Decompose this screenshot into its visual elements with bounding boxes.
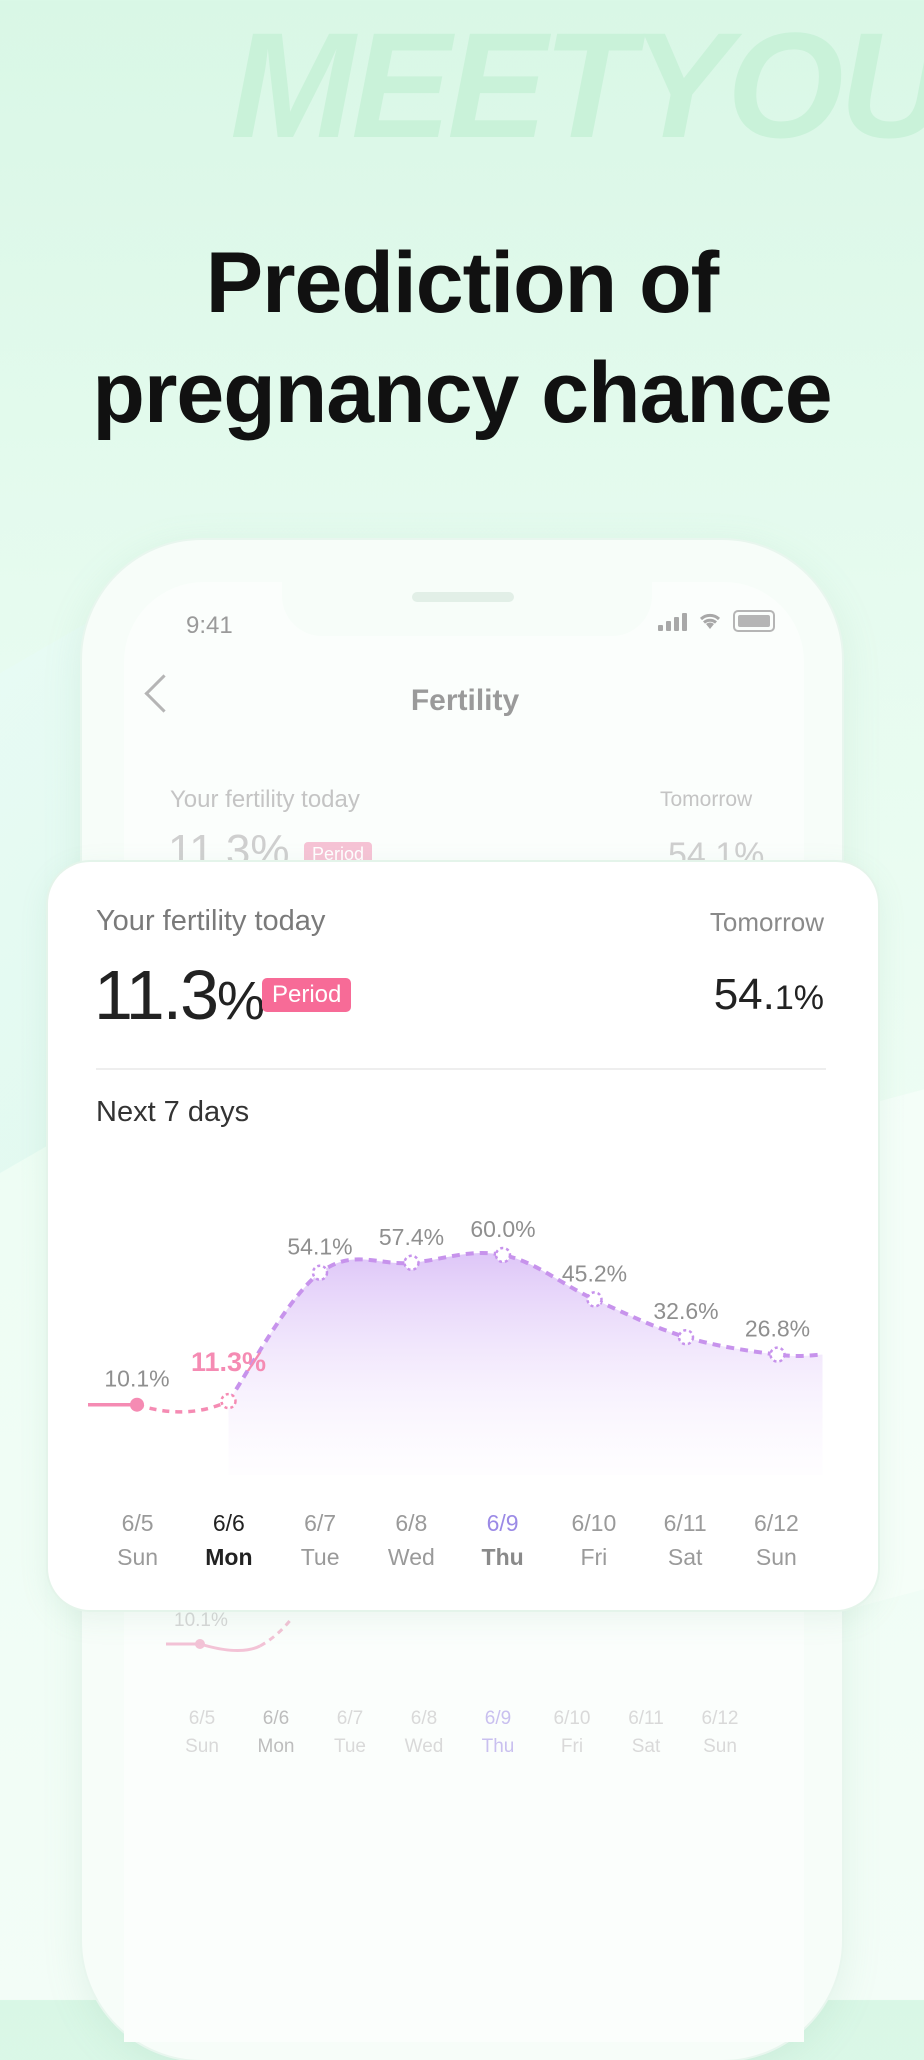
headline: Prediction of pregnancy chance [0,228,924,448]
chart-day-weekday: Tue [300,1544,340,1570]
chart-point [494,1246,512,1264]
chart-value-label: 57.4% [379,1224,444,1250]
ghost-day-label: 6/5 Sun [185,1708,219,1757]
chart-day-label: 6/10 Fri [548,1506,639,1574]
bg-tomorrow-label: Tomorrow [660,788,753,811]
chart-day-date: 6/11 [663,1510,707,1536]
chart-day-date: 6/12 [753,1510,799,1536]
day-axis: 6/5 Sun 6/6 Mon 6/7 Tue 6/8 Wed 6/9 Thu 6/10 Fri 6/1… [92,1506,822,1574]
chart-day-weekday: Sun [755,1544,797,1570]
status-icons [658,610,775,632]
chart-value-label: 32.6% [653,1298,718,1324]
tomorrow-label: Tomorrow [709,907,824,937]
tomorrow-value-unit: 1% [774,979,824,1017]
chart-point [220,1392,237,1410]
ghost-day-axis: 6/5 Sun 6/6 Mon 6/7 Tue 6/8 Wed 6/9 Thu 6/10 Fri 6/1… [165,1705,785,1761]
ghost-day-label: 6/11 Sat [628,1708,664,1757]
ghost-day-label: 6/7 Tue [333,1708,367,1757]
today-value-unit: % [217,971,265,1031]
chart-value-label: 26.8% [745,1316,810,1342]
period-badge: Period [262,978,352,1012]
chart-day-label: 6/7 Tue [275,1506,366,1574]
chart-day-weekday: Fri [580,1544,608,1570]
ghost-day-label: 6/6 Mon [257,1708,295,1757]
phone-notch [282,582,652,636]
chart-day-date: 6/10 [571,1510,617,1536]
wifi-icon [699,613,721,629]
today-label: Your fertility today [96,905,326,937]
chart-day-weekday: Sun [117,1544,159,1570]
card-divider [96,1068,826,1070]
tomorrow-value-main: 54. [713,970,775,1019]
bg-today-label: Your fertility today [170,786,360,813]
headline-line-1: Prediction of [205,235,720,331]
status-time: 9:41 [186,612,233,639]
chart-day-label: 6/9 Thu [457,1506,548,1574]
chart-day-label: 6/8 Wed [366,1506,457,1574]
fertility-chart: 10.1% 11.3% 54.1% 57.4% 60.0% 45.2% 32.6% 26.8% [88,1216,823,1475]
signal-icon [658,611,687,631]
battery-icon [733,610,775,632]
ghost-chart [166,1617,294,1652]
chart-day-date: 6/6 [212,1510,245,1536]
chart-day-weekday: Sat [667,1544,703,1570]
today-value: 11.3% [94,955,265,1035]
ghost-day-label: 6/12 Sun [701,1708,739,1757]
bg-tomorrow-value: 54.1% [668,836,765,860]
ghost-day-label: 6/9 Thu [481,1708,515,1757]
ghost-day-label: 6/10 Fri [553,1708,591,1757]
chart-day-label: 6/11 Sat [640,1506,731,1574]
bg-today-value: 11.3% [168,826,290,860]
chart-value-label: 45.2% [562,1260,627,1286]
bg-period-badge: Period [304,842,373,864]
ghost-day-label: 6/8 Wed [404,1708,444,1757]
section-title: Next 7 days [96,1096,250,1128]
chart-value-label: 54.1% [287,1234,352,1260]
chart-point [769,1346,786,1363]
chart-value-label: 11.3% [191,1347,266,1377]
ghost-first-value: 10.1% [174,1610,228,1631]
chart-day-label: 6/6 Mon [183,1506,274,1574]
chart-day-weekday: Wed [387,1544,435,1570]
nav-title: Fertility [410,684,520,717]
chart-day-weekday: Mon [205,1544,253,1570]
chart-day-date: 6/8 [395,1510,428,1536]
chart-day-weekday: Thu [481,1544,524,1570]
chart-line-today-segment [136,1399,230,1414]
chart-point [311,1264,329,1281]
chart-day-date: 6/5 [121,1510,154,1536]
chart-day-label: 6/5 Sun [92,1506,183,1574]
chart-day-date: 6/7 [304,1510,337,1536]
headline-line-2: pregnancy chance [92,345,832,441]
tomorrow-value: 54.1% [714,970,824,1020]
brand-watermark: MEETYOU [230,1,924,169]
phone-speaker [412,592,514,602]
chart-value-label: 60.0% [470,1216,535,1242]
chart-area [228,1252,823,1475]
chart-point [677,1328,695,1346]
chart-value-label: 10.1% [104,1366,169,1392]
today-value-main: 11.3 [94,956,219,1034]
fertility-card [48,862,878,1610]
chart-point [130,1397,144,1412]
chart-point [586,1291,603,1308]
chart-point [403,1254,420,1272]
chart-day-label: 6/12 Sun [731,1506,822,1574]
chart-day-date: 6/9 [486,1510,519,1536]
